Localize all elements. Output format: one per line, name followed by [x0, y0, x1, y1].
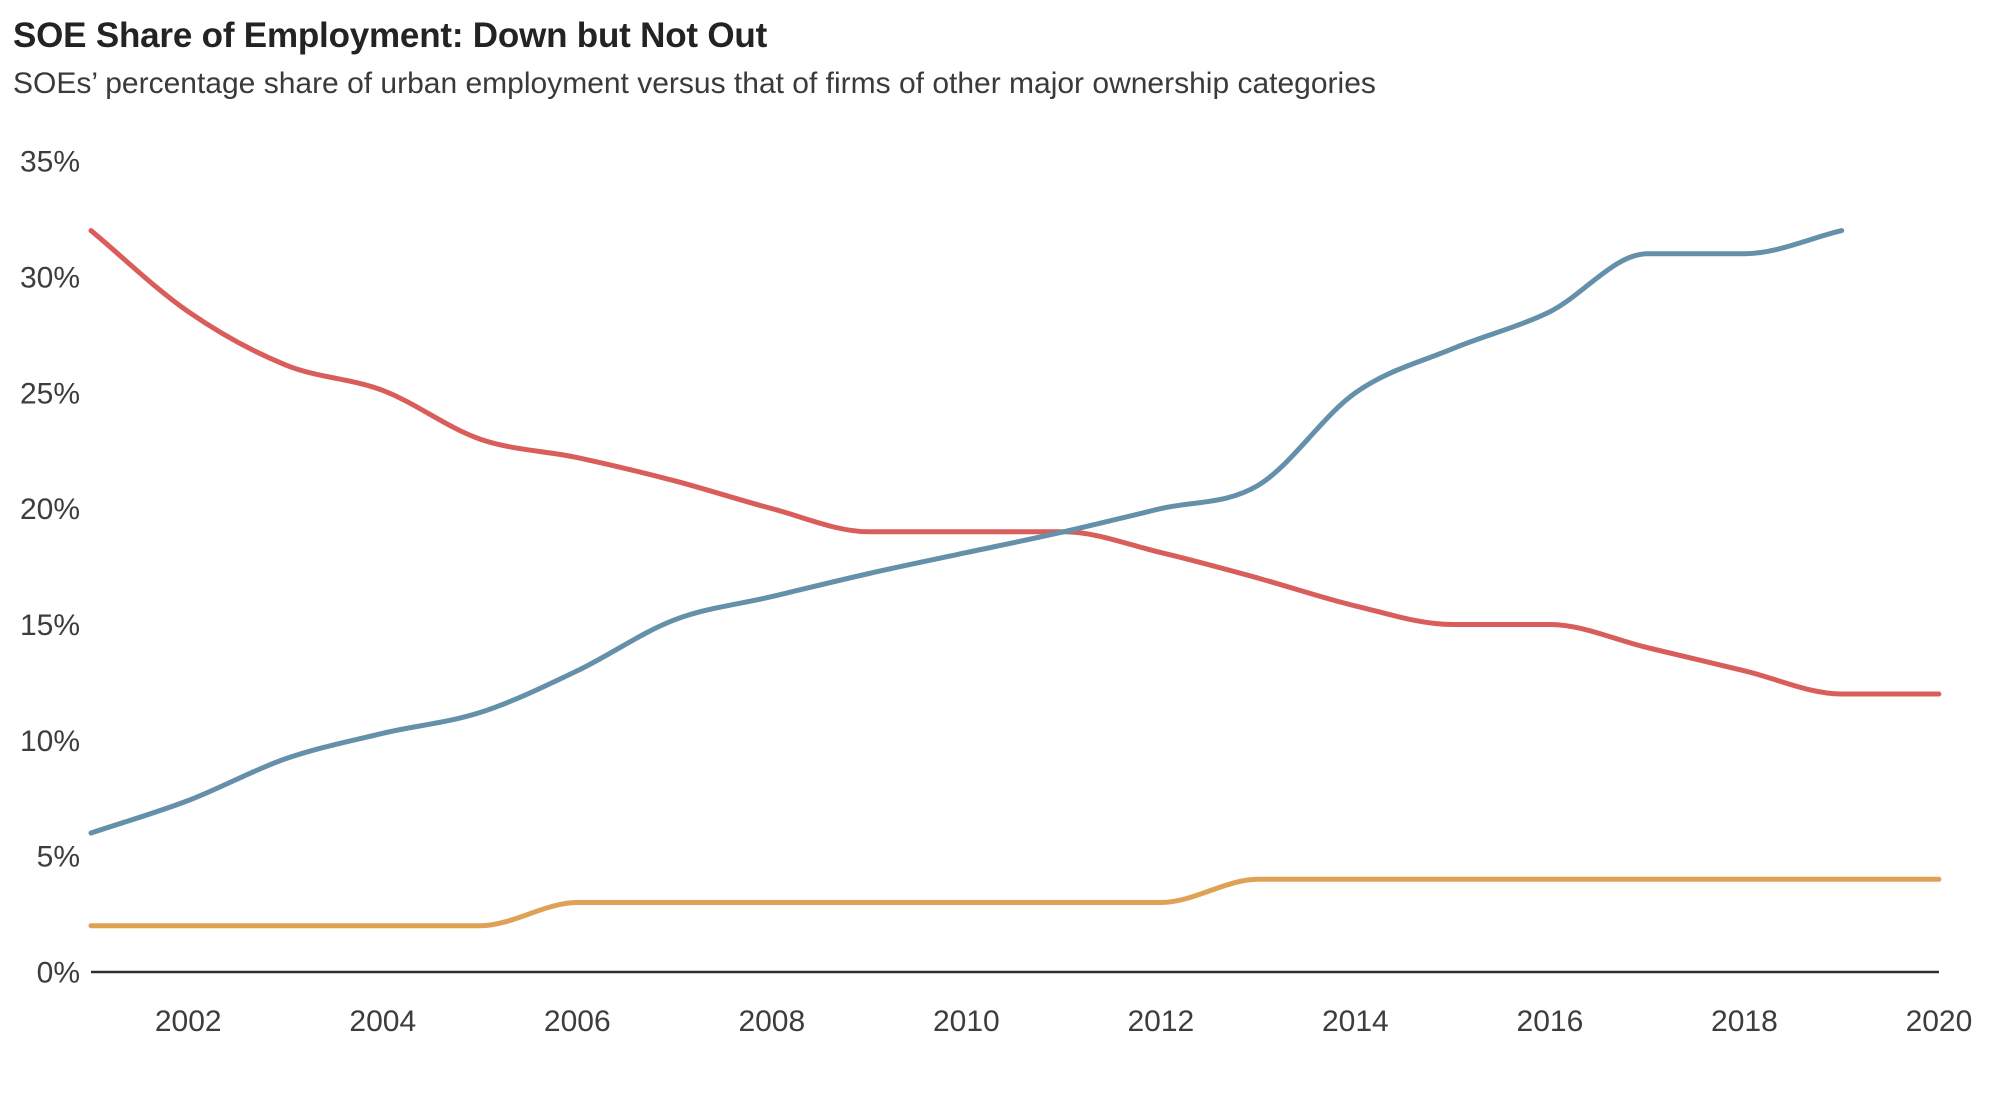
y-tick-label: 5% [37, 841, 80, 874]
x-tick-label: 2014 [1322, 1005, 1389, 1038]
x-tick-label: 2006 [544, 1005, 611, 1038]
x-tick-label: 2002 [155, 1005, 222, 1038]
y-tick-label: 0% [37, 957, 80, 990]
x-tick-label: 2012 [1127, 1005, 1194, 1038]
series-line-3-orange [88, 876, 1942, 929]
x-tick-label: 2020 [1906, 1005, 1973, 1038]
y-tick-label: 30% [20, 261, 80, 294]
y-tick-label: 35% [20, 146, 80, 179]
chart-subtitle: SOEs’ percentage share of urban employme… [13, 66, 1376, 100]
series-line-1-red [88, 228, 1942, 697]
x-tick-label: 2018 [1711, 1005, 1778, 1038]
y-tick-label: 25% [20, 377, 80, 410]
series-line-2-blue [88, 228, 1845, 836]
chart-header: SOE Share of Employment: Down but Not Ou… [13, 14, 1376, 102]
x-tick-label: 2008 [738, 1005, 805, 1038]
chart-title: SOE Share of Employment: Down but Not Ou… [13, 16, 768, 55]
x-tick-label: 2010 [933, 1005, 1000, 1038]
x-tick-label: 2004 [349, 1005, 416, 1038]
y-tick-label: 10% [20, 725, 80, 758]
x-tick-label: 2016 [1517, 1005, 1584, 1038]
y-tick-label: 20% [20, 493, 80, 526]
y-tick-label: 15% [20, 609, 80, 642]
